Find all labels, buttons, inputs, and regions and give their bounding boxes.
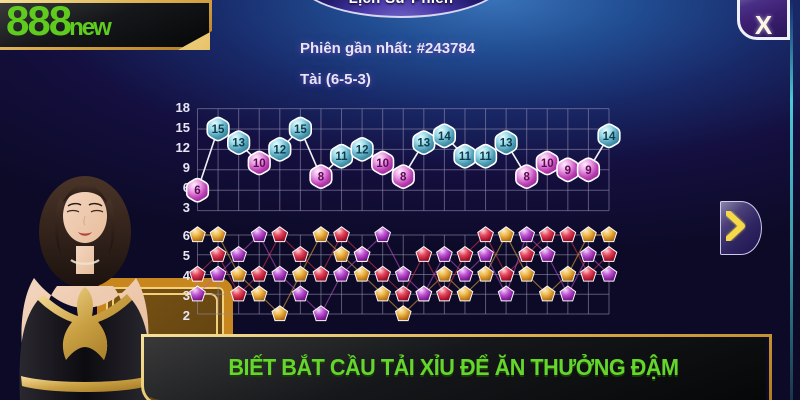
svg-text:888new: 888new [6,2,112,42]
svg-text:15: 15 [294,124,307,136]
svg-text:11: 11 [335,151,348,163]
svg-text:8: 8 [318,172,325,184]
svg-text:14: 14 [438,131,451,143]
svg-text:11: 11 [479,151,492,163]
svg-text:13: 13 [232,138,245,150]
svg-text:8: 8 [523,172,530,184]
svg-text:12: 12 [273,144,286,156]
svg-text:12: 12 [356,144,369,156]
svg-text:8: 8 [400,172,407,184]
svg-text:13: 13 [417,138,430,150]
svg-text:10: 10 [376,158,389,170]
svg-text:9: 9 [585,165,591,177]
svg-text:15: 15 [212,124,225,136]
svg-text:9: 9 [565,165,571,177]
svg-text:10: 10 [541,158,554,170]
svg-text:13: 13 [500,138,513,150]
svg-text:14: 14 [603,131,616,143]
svg-text:10: 10 [253,158,266,170]
svg-text:6: 6 [194,185,200,197]
svg-text:11: 11 [459,151,472,163]
